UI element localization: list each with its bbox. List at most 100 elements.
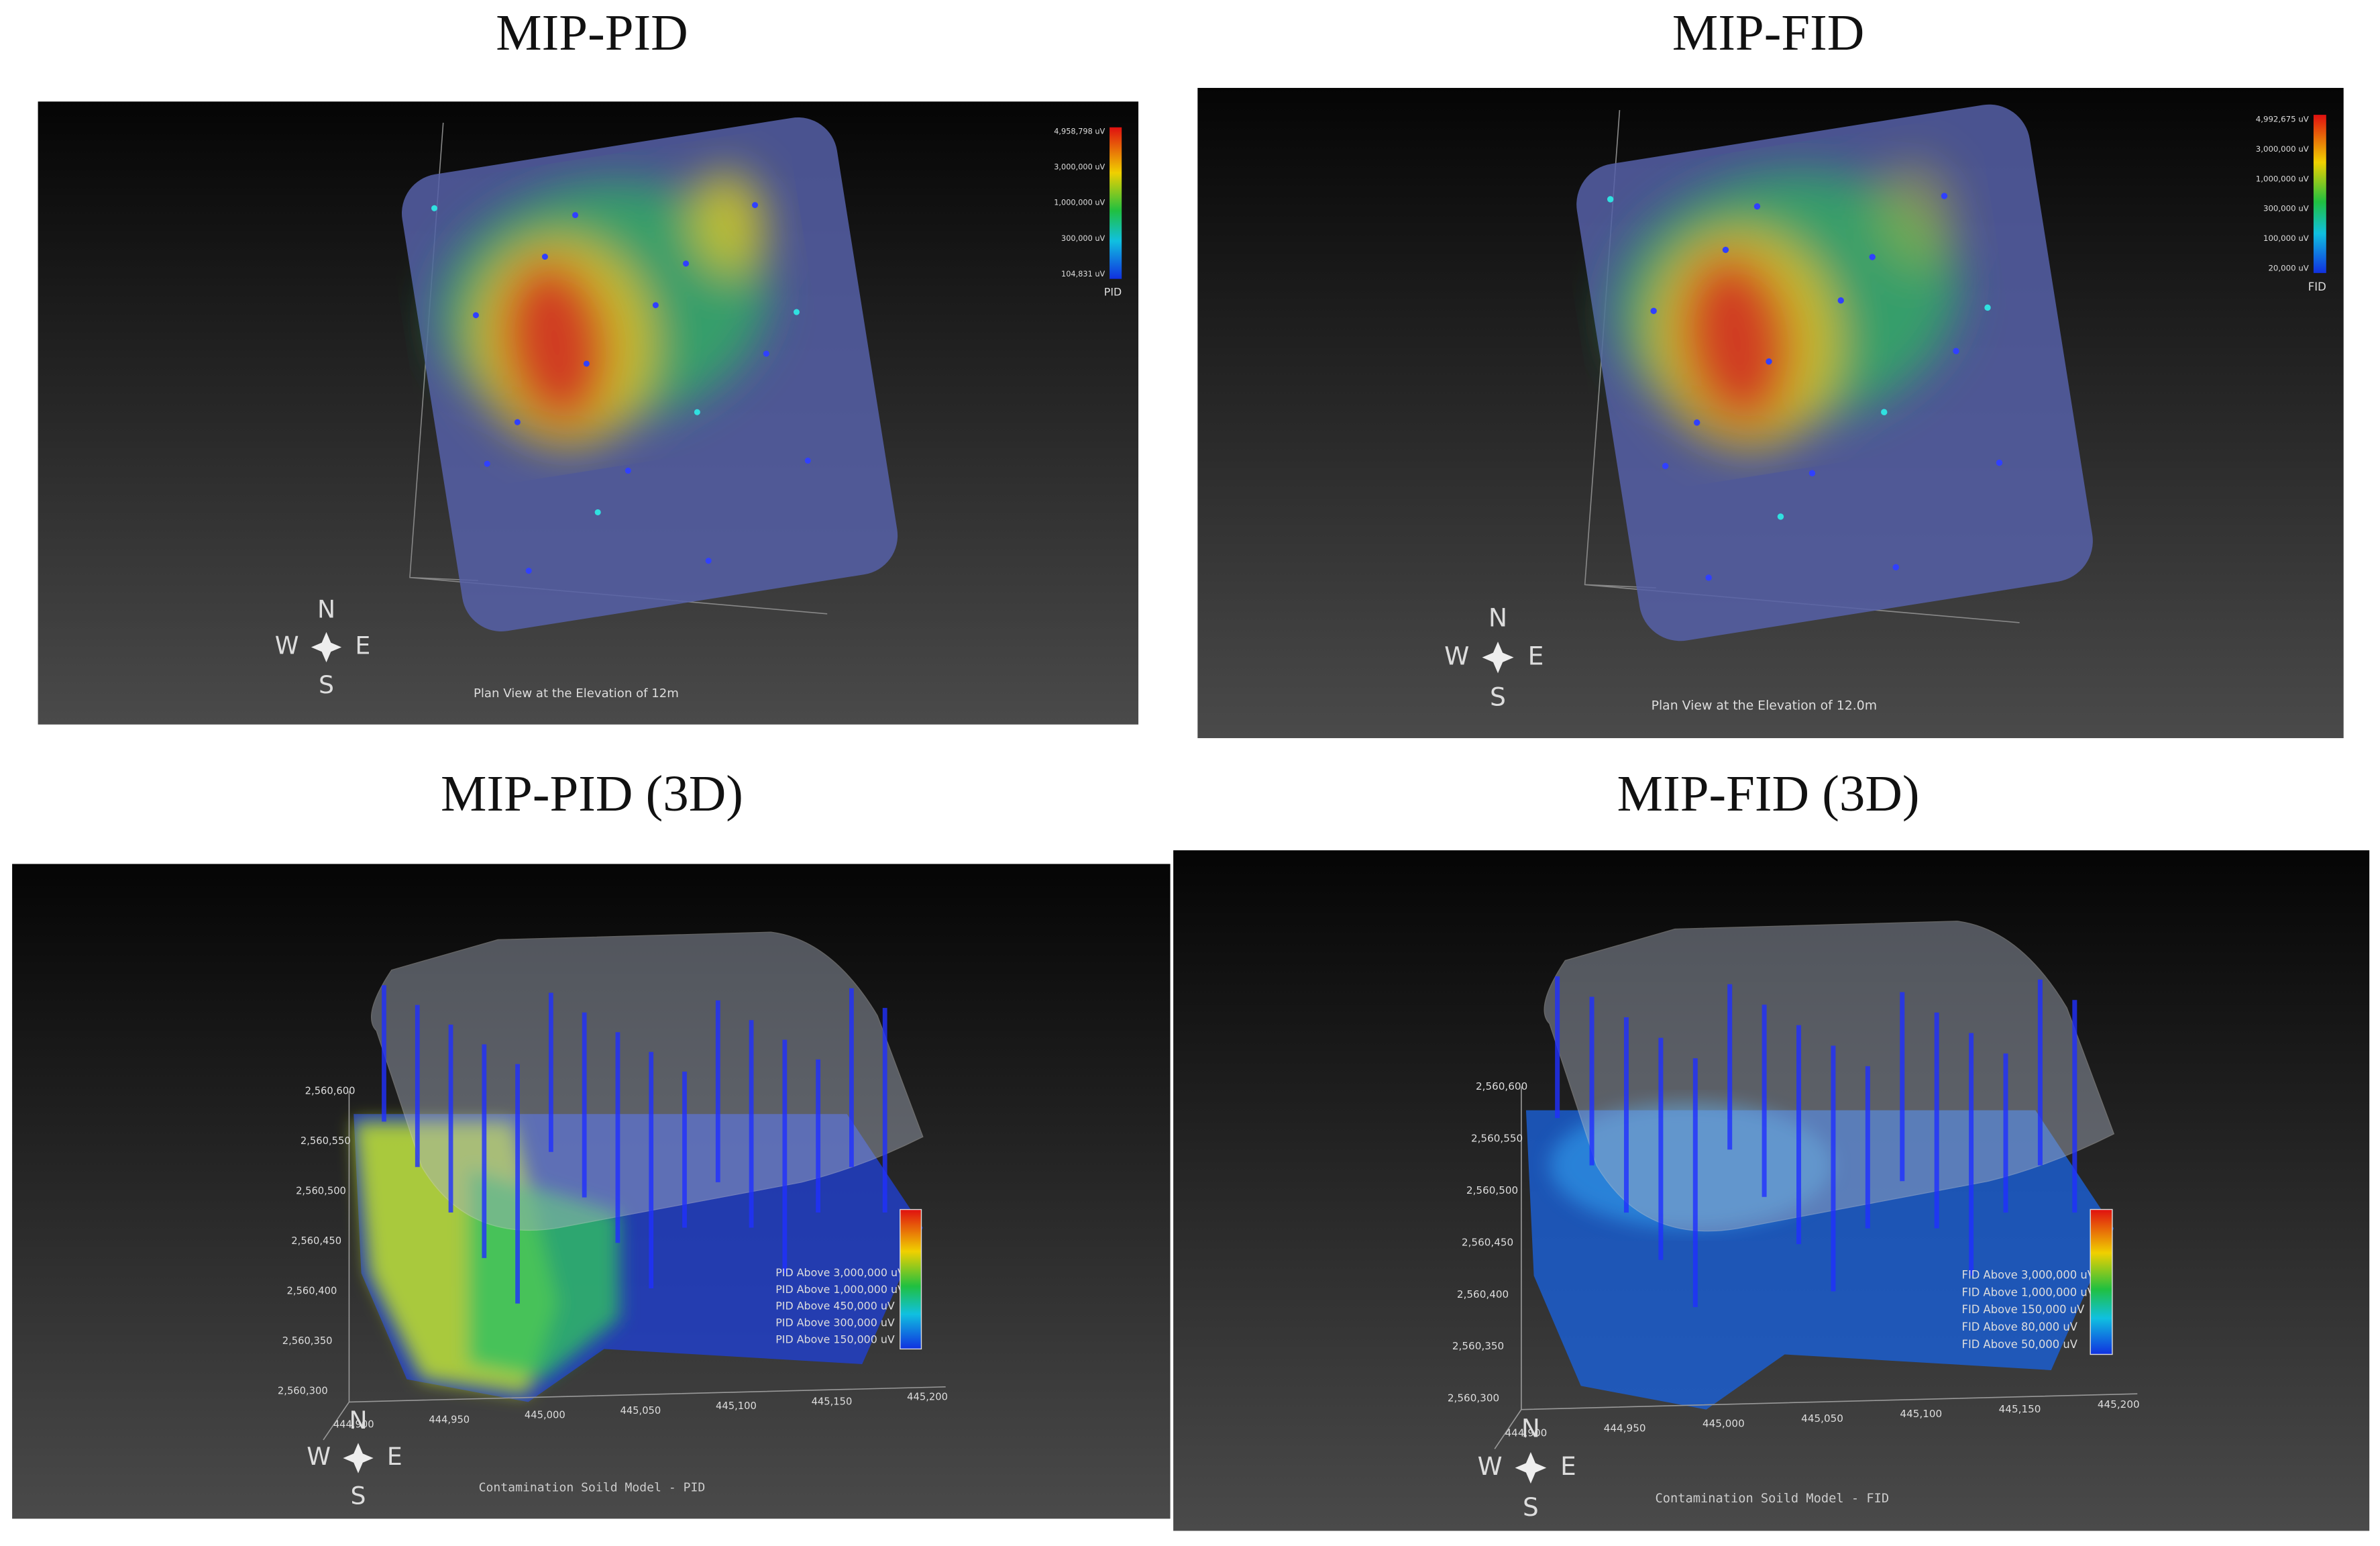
well-point <box>1693 419 1700 426</box>
legend-entry: PID Above 300,000 uV <box>775 1316 895 1329</box>
panel: 2,560,600 2,560,550 2,560,500 2,560,450 2,56… <box>12 864 1171 1519</box>
legend-entry: FID Above 80,000 uV <box>1962 1321 2078 1333</box>
well-point <box>1722 246 1729 254</box>
legend-entry: FID Above 50,000 uV <box>1962 1338 2078 1351</box>
y-tick-label: 2,560,400 <box>1457 1288 1509 1300</box>
well-point <box>1607 196 1614 203</box>
legend-entry: PID Above 3,000,000 uV <box>775 1266 905 1279</box>
well-point <box>752 202 759 209</box>
compass-label: N <box>1489 603 1507 633</box>
well-point <box>763 350 769 357</box>
x-tick-label: 444,950 <box>429 1414 470 1426</box>
well-point <box>541 254 548 260</box>
heat-map <box>1613 159 1959 449</box>
colorbar-label: 1,000,000 uV <box>1054 199 1105 207</box>
x-tick-label: 445,200 <box>2098 1398 2140 1410</box>
y-tick-label: 2,560,450 <box>1462 1236 1513 1248</box>
x-tick-label: 445,100 <box>1900 1408 1942 1420</box>
well-point <box>1996 459 2003 466</box>
y-tick-label: 2,560,400 <box>287 1286 337 1297</box>
well-point <box>1881 409 1888 415</box>
colorbar <box>2090 1208 2113 1355</box>
axis-frame <box>323 1091 946 1441</box>
compass-star <box>343 1443 374 1474</box>
compass: NW ES <box>275 595 370 699</box>
compass-label: N <box>1521 1414 1540 1443</box>
well-point <box>514 419 521 425</box>
well-point <box>484 460 490 467</box>
well-point <box>793 309 800 315</box>
plume <box>354 1121 620 1395</box>
heat-yellow <box>690 170 767 276</box>
compass-label: S <box>1523 1492 1539 1522</box>
y-tick-label: 2,560,600 <box>1476 1080 1527 1092</box>
well-point <box>472 312 479 319</box>
compass-star <box>311 631 342 663</box>
y-tick-label: 2,560,500 <box>1466 1184 1518 1196</box>
y-tick-label: 2,560,300 <box>278 1386 328 1397</box>
axis-frame <box>1494 1086 2138 1449</box>
compass: NW ES <box>307 1406 402 1510</box>
colorbar-label: 20,000 uV <box>2268 263 2308 272</box>
x-tick-label: 445,000 <box>525 1410 565 1421</box>
compass-label: W <box>275 631 299 660</box>
y-tick-label: 2,560,300 <box>1448 1392 1499 1404</box>
x-tick-label: 445,000 <box>1702 1417 1745 1429</box>
well-point <box>525 568 532 574</box>
x-tick-label: 445,150 <box>1999 1403 2041 1415</box>
well-point <box>594 509 601 515</box>
compass-label: W <box>1478 1451 1503 1481</box>
well-point <box>1953 348 1959 354</box>
well-point <box>431 205 437 211</box>
compass-label: S <box>351 1482 366 1510</box>
well-point <box>705 558 712 564</box>
well-point <box>1941 193 1948 199</box>
x-tick-label: 445,150 <box>812 1396 853 1407</box>
caption: Contamination Soild Model - PID <box>479 1481 706 1495</box>
x-tick-label: 445,100 <box>716 1400 757 1412</box>
well-point <box>652 302 659 309</box>
panel: 2,560,600 2,560,550 2,560,500 2,560,450 2,56… <box>1173 850 2370 1531</box>
colorbar <box>1110 127 1122 279</box>
colorbar <box>900 1208 922 1350</box>
y-tick-label: 2,560,450 <box>291 1235 341 1247</box>
well-point <box>583 360 590 367</box>
well-point <box>1808 470 1816 476</box>
well-point <box>1984 304 1991 311</box>
compass-label: E <box>387 1442 402 1471</box>
caption: Plan View at the Elevation of 12m <box>474 686 679 701</box>
colorbar <box>2313 115 2326 273</box>
colorbar-label: 100,000 uV <box>2263 234 2309 243</box>
well-point <box>1777 513 1784 520</box>
y-tick-label: 2,560,550 <box>301 1135 351 1147</box>
panel-title: MIP-FID (3D) <box>1617 765 1920 822</box>
legend-entry: PID Above 1,000,000 uV <box>775 1283 905 1296</box>
heat-red <box>501 260 610 425</box>
well-point <box>804 458 811 464</box>
x-tick-label: 444,950 <box>1604 1422 1646 1434</box>
legend-entry: FID Above 1,000,000 uV <box>1962 1286 2096 1298</box>
colorbar-unit: FID <box>2308 280 2326 293</box>
plume-green <box>467 1167 620 1380</box>
compass-label: N <box>349 1406 367 1435</box>
panel-title: MIP-PID (3D) <box>441 765 743 822</box>
compass-star <box>1482 641 1514 674</box>
x-tick-label: 444,900 <box>1505 1427 1548 1439</box>
colorbar-label: 300,000 uV <box>1061 234 1105 243</box>
colorbar-label: 3,000,000 uV <box>1054 163 1105 172</box>
well-point <box>625 467 631 474</box>
well-point <box>1662 462 1669 470</box>
y-tick-label: 2,560,350 <box>1452 1340 1504 1352</box>
panel-title: MIP-FID <box>1672 4 1864 61</box>
well-point <box>1766 358 1772 365</box>
panel-title: MIP-PID <box>496 4 688 61</box>
compass-label: W <box>307 1442 331 1471</box>
x-tick-label: 444,900 <box>333 1419 374 1430</box>
y-tick-label: 2,560,350 <box>282 1335 333 1347</box>
compass-label: W <box>1444 641 1469 670</box>
compass-label: E <box>355 631 370 660</box>
compass-label: S <box>1490 682 1506 712</box>
compass-label: N <box>317 595 335 623</box>
